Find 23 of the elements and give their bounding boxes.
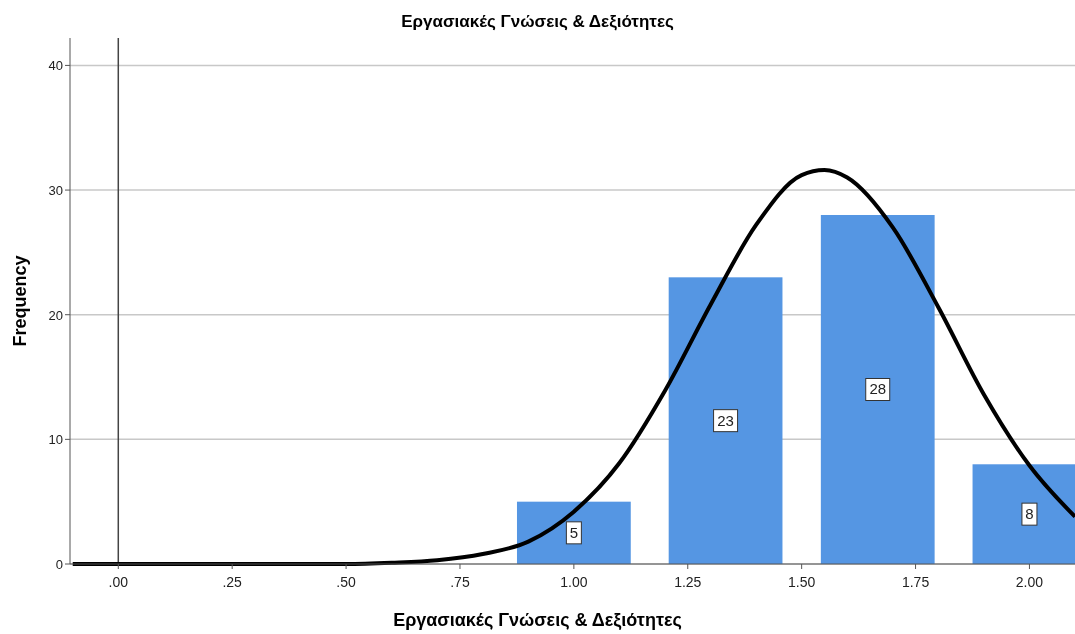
x-tick-label: 2.00: [1015, 574, 1044, 590]
x-tick-label: 1.00: [560, 574, 588, 590]
y-axis-title: Frequency: [10, 255, 30, 347]
y-tick-label: 0: [55, 557, 63, 572]
bar: [516, 501, 631, 564]
y-tick-label: 10: [48, 432, 63, 448]
x-tick-label: 1.50: [788, 574, 816, 590]
chart-title: Εργασιακές Γνώσεις & Δεξιότητες: [401, 12, 674, 31]
data-label: 28: [869, 380, 887, 398]
data-label: 8: [1025, 505, 1034, 523]
x-axis-title: Εργασιακές Γνώσεις & Δεξιότητες: [393, 610, 682, 631]
x-tick-label: .50: [336, 574, 357, 590]
data-label: 23: [717, 411, 734, 429]
y-tick-label: 40: [48, 58, 63, 74]
y-tick-label: 30: [48, 183, 63, 199]
bar: [668, 277, 783, 564]
x-tick-label: .25: [222, 574, 243, 590]
x-tick-label: .00: [108, 574, 129, 590]
x-tick-label: .75: [450, 574, 470, 590]
y-tick-label: 20: [48, 307, 63, 323]
x-tick-label: 1.75: [901, 574, 930, 590]
x-tick-label: 1.25: [674, 574, 702, 590]
data-label: 5: [569, 523, 579, 541]
